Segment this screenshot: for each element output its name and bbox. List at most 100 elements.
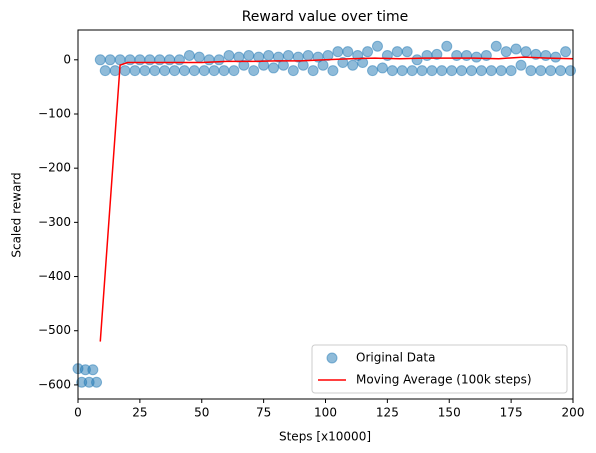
y-tick-label: −300 xyxy=(38,215,71,229)
scatter-point xyxy=(421,49,433,61)
scatter-point xyxy=(327,65,339,77)
y-axis-label: Scaled reward xyxy=(10,172,24,257)
legend-box xyxy=(311,344,568,394)
scatter-point xyxy=(243,49,255,61)
scatter-point xyxy=(416,65,428,77)
scatter-point xyxy=(426,65,438,77)
x-axis-label: Steps [x10000] xyxy=(279,430,371,444)
scatter-point xyxy=(263,49,275,61)
scatter-point xyxy=(505,65,517,77)
scatter-point xyxy=(188,65,200,77)
x-tick-label: 50 xyxy=(194,406,209,420)
scatter-point xyxy=(258,59,270,71)
scatter-point xyxy=(228,65,240,77)
scatter-point xyxy=(431,48,443,60)
scatter-point xyxy=(490,40,502,52)
scatter-point xyxy=(297,59,309,71)
scatter-point xyxy=(555,65,567,77)
scatter-point xyxy=(248,65,260,77)
scatter-point xyxy=(198,65,210,77)
x-tick-label: 100 xyxy=(314,406,337,420)
scatter-point xyxy=(500,46,512,58)
scatter-point xyxy=(540,49,552,61)
scatter-point xyxy=(515,59,527,71)
legend-label: Original Data xyxy=(356,351,435,365)
legend-label: Moving Average (100k steps) xyxy=(356,373,532,387)
scatter-point xyxy=(362,46,374,58)
scatter-point xyxy=(218,65,230,77)
scatter-point xyxy=(357,57,369,69)
scatter-point xyxy=(322,49,334,61)
scatter-point xyxy=(495,65,507,77)
scatter-point xyxy=(456,65,468,77)
scatter-point xyxy=(317,59,329,71)
scatter-point xyxy=(277,59,289,71)
x-tick-label: 175 xyxy=(500,406,523,420)
y-tick-label: 0 xyxy=(63,52,71,66)
scatter-point xyxy=(129,65,141,77)
scatter-point xyxy=(475,65,487,77)
scatter-point xyxy=(287,65,299,77)
scatter-point xyxy=(119,65,131,77)
y-tick-label: −200 xyxy=(38,161,71,175)
scatter-point xyxy=(461,49,473,61)
axes-frame xyxy=(77,29,574,400)
scatter-point xyxy=(91,376,103,388)
scatter-point xyxy=(193,51,205,63)
scatter-point xyxy=(565,65,577,77)
scatter-point xyxy=(238,59,250,71)
scatter-point xyxy=(139,65,151,77)
scatter-point xyxy=(109,65,121,77)
scatter-point xyxy=(510,43,522,55)
scatter-point xyxy=(441,40,453,52)
x-tick-label: 200 xyxy=(562,406,585,420)
scatter-point xyxy=(307,65,319,77)
scatter-point xyxy=(203,54,215,66)
scatter-point xyxy=(545,65,557,77)
scatter-point xyxy=(550,51,562,63)
scatter-point xyxy=(178,65,190,77)
scatter-point xyxy=(282,49,294,61)
scatter-point xyxy=(411,54,423,66)
y-tick-label: −600 xyxy=(38,377,71,391)
plot-area xyxy=(72,40,577,388)
scatter-point xyxy=(406,65,418,77)
scatter-point xyxy=(386,65,398,77)
scatter-point xyxy=(87,364,99,376)
scatter-point xyxy=(159,65,171,77)
x-tick-label: 75 xyxy=(256,406,271,420)
scatter-point xyxy=(525,65,537,77)
scatter-point xyxy=(451,49,463,61)
chart-title: Reward value over time xyxy=(242,9,409,25)
scatter-point xyxy=(401,46,413,58)
x-tick-label: 125 xyxy=(376,406,399,420)
scatter-point xyxy=(342,46,354,58)
scatter-point xyxy=(332,46,344,58)
scatter-point xyxy=(134,54,146,66)
scatter-point xyxy=(535,65,547,77)
scatter-point xyxy=(164,54,176,66)
x-tick-label: 0 xyxy=(74,406,82,420)
x-tick-label: 150 xyxy=(438,406,461,420)
y-tick-label: −400 xyxy=(38,269,71,283)
scatter-point xyxy=(560,46,572,58)
scatter-point xyxy=(223,49,235,61)
scatter-point xyxy=(302,49,314,61)
scatter-point xyxy=(99,65,111,77)
scatter-point xyxy=(470,51,482,63)
x-tick-label: 25 xyxy=(132,406,147,420)
scatter-point xyxy=(446,65,458,77)
scatter-point xyxy=(485,65,497,77)
scatter-point xyxy=(268,62,280,74)
scatter-point xyxy=(376,62,388,74)
scatter-point xyxy=(391,46,403,58)
scatter-point xyxy=(208,65,220,77)
scatter-point xyxy=(183,49,195,61)
scatter-point xyxy=(213,54,225,66)
line-series xyxy=(99,56,574,342)
scatter-point xyxy=(94,54,106,66)
scatter-point xyxy=(104,54,116,66)
scatter-point xyxy=(173,54,185,66)
scatter-point xyxy=(520,46,532,58)
